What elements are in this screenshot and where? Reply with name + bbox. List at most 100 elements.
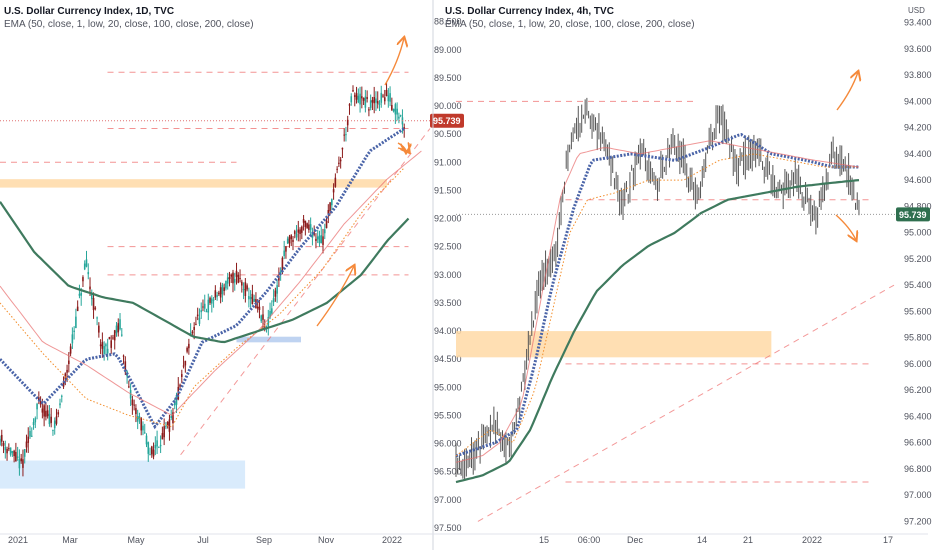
candle-body: [83, 263, 86, 270]
candle-body: [399, 115, 402, 117]
candle-body: [262, 314, 264, 320]
candle-body: [341, 147, 344, 150]
candle-body: [200, 310, 203, 313]
candle-body: [143, 432, 146, 434]
candle-body: [320, 235, 323, 244]
candle-body: [293, 231, 296, 234]
series-ema-20: [0, 167, 405, 428]
candle-body: [203, 303, 206, 309]
candle-body: [195, 323, 197, 325]
y-tick-label: 95.500: [434, 410, 462, 420]
candle-body: [251, 293, 254, 305]
candle-body: [140, 418, 143, 431]
x-tick-label: 15: [539, 535, 549, 545]
candle-body: [281, 257, 284, 272]
candle-body: [369, 100, 372, 108]
chart-right-title[interactable]: U.S. Dollar Currency Index, 4h, TVC: [445, 6, 614, 17]
candle-body: [27, 436, 30, 443]
projection-arrow-3: [397, 148, 409, 152]
candle-body: [371, 99, 374, 103]
chart-left-title[interactable]: U.S. Dollar Currency Index, 1D, TVC: [4, 6, 175, 17]
candle-body: [376, 101, 379, 104]
candle-body: [181, 374, 183, 377]
candle-body: [18, 458, 21, 469]
projection-arrow-1: [397, 142, 406, 152]
candle-body: [172, 412, 174, 424]
chart-right-indicator[interactable]: EMA (50, close, 1, low, 20, close, 100, …: [445, 19, 695, 30]
y-tick-label: 93.500: [434, 298, 462, 308]
candle-body: [302, 219, 305, 223]
candle-body: [59, 403, 61, 406]
candle-body: [179, 384, 181, 387]
candle-body: [135, 408, 137, 415]
candle-body: [311, 233, 314, 238]
candle-body: [158, 446, 160, 448]
candle-body: [382, 95, 384, 97]
candle-body: [353, 95, 356, 97]
y-tick-label: 93.400: [904, 18, 932, 28]
candle-body: [385, 90, 388, 96]
candle-body: [248, 296, 250, 300]
candle-body: [41, 408, 44, 413]
candle-body: [23, 449, 26, 457]
x-tick-label: Jul: [197, 535, 209, 545]
chart-left-header: U.S. Dollar Currency Index, 1D, TVC EMA …: [4, 5, 254, 31]
candle-body: [90, 293, 93, 300]
candle-body: [322, 236, 324, 245]
candle-body: [352, 90, 354, 92]
candle-body: [52, 429, 54, 431]
chart-right-4h[interactable]: 97.200 97.000 96.800 96.600 96.400 96.200 96.0…: [0, 6, 932, 545]
x-tick-label: Nov: [318, 535, 335, 545]
series-ema-100: [0, 150, 422, 417]
y-tick-label: 96.600: [904, 438, 932, 448]
candle-body: [98, 325, 100, 333]
candle-body: [318, 235, 321, 244]
candle-body: [43, 405, 45, 417]
candle-body: [68, 360, 70, 364]
candle-body: [288, 236, 291, 244]
x-tick-label: 06:00: [578, 535, 601, 545]
candle-body: [267, 316, 270, 328]
series-ema-200: [0, 201, 410, 344]
candle-body: [113, 330, 116, 341]
candle-body: [4, 446, 7, 451]
candle-body: [292, 239, 294, 242]
candle-body: [136, 416, 139, 422]
candle-body: [15, 451, 17, 462]
candle-body: [198, 317, 201, 324]
y-tick-label: 91.000: [434, 157, 462, 167]
candle-body: [339, 159, 342, 162]
y-tick-label: 91.500: [434, 185, 462, 195]
candle-body: [13, 450, 15, 457]
projection-arrow-0: [316, 266, 354, 327]
candle-body: [398, 116, 400, 119]
y-tick-label: 96.400: [904, 411, 932, 421]
candle-body: [66, 369, 68, 373]
chart-left-indicator[interactable]: EMA (50, close, 1, low, 20, close, 100, …: [4, 19, 254, 30]
candle-body: [80, 292, 82, 296]
candle-body: [82, 277, 84, 282]
candle-body: [48, 413, 51, 425]
candle-body: [11, 451, 14, 454]
candle-body: [92, 298, 95, 311]
candle-body: [76, 306, 79, 312]
candle-body: [304, 220, 307, 227]
candle-body: [106, 348, 109, 354]
candle-body: [232, 272, 234, 284]
candle-body: [223, 287, 225, 291]
candle-body: [350, 96, 353, 103]
candle-body: [50, 416, 52, 423]
chart-left-1d[interactable]: 97.500 97.000 96.500 96.000 95.500 95.000 94.5…: [0, 0, 464, 550]
candle-body: [375, 98, 377, 103]
y-tick-label: 97.000: [904, 490, 932, 500]
candle-body: [94, 307, 97, 309]
candle-body: [233, 279, 236, 283]
candle-body: [103, 346, 105, 354]
candle-body: [149, 454, 151, 456]
y-tick-label: 94.000: [904, 96, 932, 106]
candle-body: [6, 448, 8, 454]
candle-body: [188, 343, 190, 349]
chart-right-header: U.S. Dollar Currency Index, 4h, TVC EMA …: [445, 5, 695, 31]
candle-body: [361, 96, 363, 99]
x-tick-label: 2022: [802, 535, 822, 545]
